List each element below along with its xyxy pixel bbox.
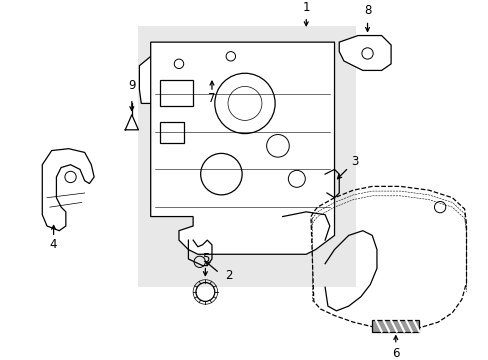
Text: 9: 9 — [128, 79, 135, 92]
Text: 8: 8 — [363, 4, 370, 17]
Polygon shape — [139, 45, 282, 103]
Text: 2: 2 — [225, 269, 232, 283]
Bar — [160, 80, 193, 106]
Bar — [371, 320, 419, 332]
Polygon shape — [42, 149, 94, 231]
Text: 6: 6 — [391, 347, 399, 360]
Text: 4: 4 — [50, 238, 57, 251]
Text: 3: 3 — [351, 156, 358, 168]
Text: 5: 5 — [201, 252, 209, 265]
Polygon shape — [150, 42, 334, 254]
Polygon shape — [138, 26, 355, 287]
Bar — [160, 122, 183, 143]
Text: 1: 1 — [302, 1, 309, 14]
Polygon shape — [339, 36, 390, 71]
Text: 7: 7 — [208, 92, 215, 105]
